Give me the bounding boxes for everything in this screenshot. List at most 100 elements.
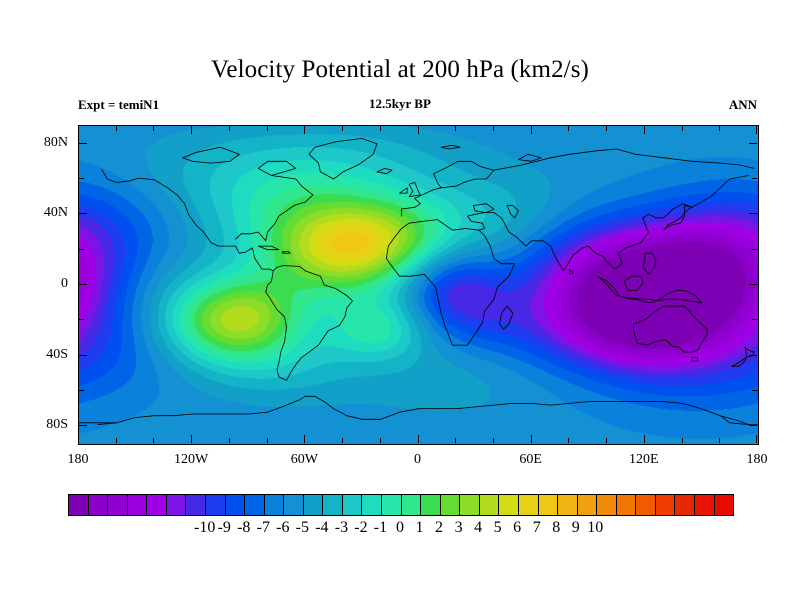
x-axis-label: 180 <box>67 452 89 467</box>
y-axis-label: 40N <box>43 205 68 221</box>
colorbar-cell <box>636 495 656 515</box>
axis-tick <box>568 438 569 443</box>
colorbar-tick-label: 7 <box>532 519 541 536</box>
colorbar-tick-label: 3 <box>454 519 463 536</box>
y-axis-label: 0 <box>61 276 68 291</box>
axis-tick <box>267 126 268 131</box>
colorbar-cell <box>225 495 246 515</box>
colorbar-cell <box>323 495 343 515</box>
colorbar-cell <box>88 495 109 515</box>
colorbar-tick-label: -7 <box>256 519 270 536</box>
x-axis-label: 120E <box>629 452 659 467</box>
y-axis-label: 40S <box>46 346 68 362</box>
axis-tick <box>606 438 607 443</box>
axis-tick <box>752 178 757 179</box>
axis-tick <box>455 438 456 443</box>
axis-tick <box>749 284 757 285</box>
colorbar-cell <box>655 495 676 515</box>
axis-tick <box>78 435 79 443</box>
colorbar-cell <box>675 495 695 515</box>
colorbar-cell <box>382 495 402 515</box>
axis-tick <box>79 178 84 179</box>
axis-tick <box>191 435 192 443</box>
colorbar-tick-label: -10 <box>194 519 216 536</box>
axis-tick <box>418 435 419 443</box>
colorbar-cell <box>616 495 637 515</box>
axis-tick <box>78 126 79 134</box>
season-label: ANN <box>728 97 757 112</box>
axis-tick <box>756 126 757 134</box>
colorbar-tick-label: -4 <box>315 519 329 536</box>
axis-tick <box>229 438 230 443</box>
colorbar-cell <box>342 495 363 515</box>
colorbar-cell <box>186 495 206 515</box>
axis-tick <box>644 126 645 134</box>
axis-tick <box>418 126 419 134</box>
x-axis-label: 120W <box>174 452 209 467</box>
axis-tick <box>79 213 87 214</box>
axis-tick <box>752 390 757 391</box>
colorbar-tick-label: -6 <box>276 519 290 536</box>
axis-tick <box>79 284 87 285</box>
colorbar-tick-label: 1 <box>415 519 424 536</box>
colorbar-cell <box>362 495 382 515</box>
axis-tick <box>606 126 607 131</box>
axis-tick <box>749 355 757 356</box>
colorbar-tick-label: 5 <box>493 519 502 536</box>
axis-tick <box>493 126 494 131</box>
map-plot-area <box>78 125 759 445</box>
figure-subtitle: 12.5kyr BP <box>369 96 431 111</box>
axis-tick <box>342 126 343 131</box>
colorbar-cell <box>401 495 422 515</box>
axis-tick <box>116 126 117 131</box>
axis-tick <box>380 438 381 443</box>
axis-tick <box>153 126 154 131</box>
colorbar-cell <box>303 495 324 515</box>
axis-tick <box>79 319 84 320</box>
axis-tick <box>719 438 720 443</box>
axis-tick <box>719 126 720 131</box>
colorbar-cell <box>421 495 441 515</box>
colorbar-cell <box>714 495 734 515</box>
experiment-label: Expt = temiN1 <box>78 97 160 112</box>
colorbar-tick-label: 6 <box>513 519 522 536</box>
colorbar-tick-label: -1 <box>373 519 388 536</box>
axis-tick <box>116 438 117 443</box>
colorbar-tick-label: 10 <box>587 519 604 536</box>
colorbar-tick-label: 2 <box>435 519 444 536</box>
axis-tick <box>380 126 381 131</box>
axis-tick <box>153 438 154 443</box>
axis-tick <box>493 438 494 443</box>
colorbar-tick-label: -5 <box>295 519 309 536</box>
axis-tick <box>752 319 757 320</box>
colorbar-cell <box>127 495 148 515</box>
colorbar-cell <box>479 495 500 515</box>
colorbar-cell <box>499 495 519 515</box>
axis-tick <box>79 143 87 144</box>
colorbar-cell <box>284 495 304 515</box>
axis-tick <box>749 213 757 214</box>
colorbar-tick-label: 9 <box>571 519 580 536</box>
y-axis-label: 80N <box>43 134 68 150</box>
page-title: Velocity Potential at 200 hPa (km2/s) <box>211 56 589 83</box>
colorbar-cell <box>577 495 598 515</box>
velocity-potential-field <box>79 126 758 444</box>
axis-tick <box>191 126 192 134</box>
colorbar-tick-label: -3 <box>334 519 349 536</box>
axis-tick <box>682 438 683 443</box>
axis-tick <box>531 126 532 134</box>
colorbar-cell <box>108 495 128 515</box>
axis-tick <box>267 438 268 443</box>
axis-tick <box>455 126 456 131</box>
colorbar-cell <box>147 495 167 515</box>
axis-tick <box>79 425 87 426</box>
axis-tick <box>304 126 305 134</box>
colorbar-cell <box>440 495 461 515</box>
colorbar-tick-label: 4 <box>474 519 483 536</box>
colorbar-tick-label: -8 <box>237 519 251 536</box>
axis-tick <box>682 126 683 131</box>
colorbar-tick-label: 0 <box>396 519 404 536</box>
axis-tick <box>644 435 645 443</box>
colorbar[interactable] <box>68 494 734 516</box>
